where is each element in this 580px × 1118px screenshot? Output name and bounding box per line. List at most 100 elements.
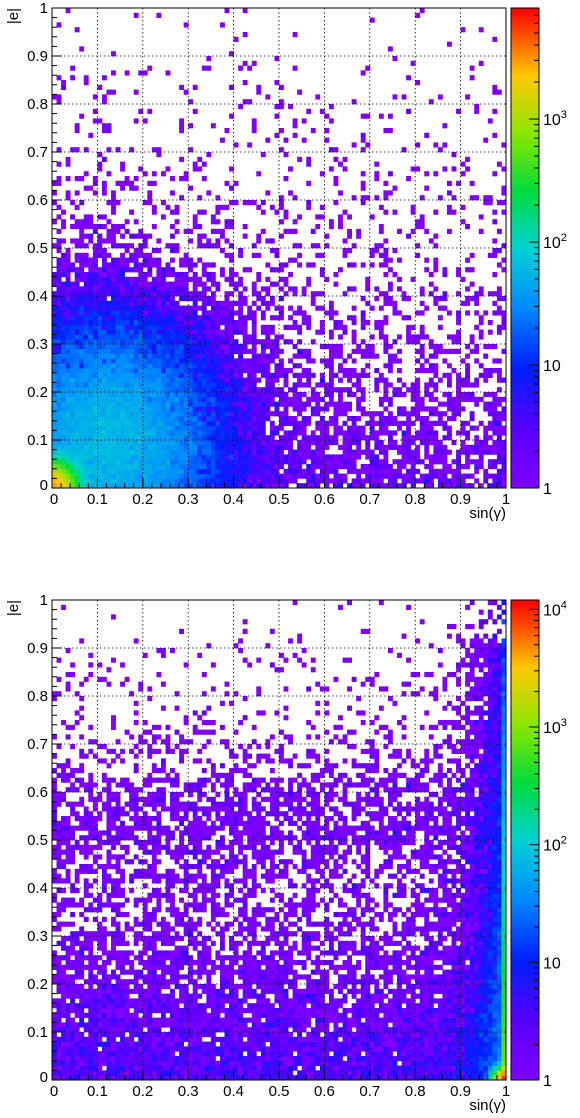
- heatmap-cell: [410, 454, 416, 460]
- heatmap-cell: [465, 310, 471, 316]
- heatmap-cell: [129, 1060, 135, 1066]
- heatmap-cell: [437, 440, 443, 446]
- heatmap-cell: [319, 1075, 325, 1081]
- heatmap-cell: [97, 468, 103, 474]
- heatmap-cell: [415, 396, 421, 402]
- heatmap-cell: [419, 224, 425, 230]
- heatmap-cell: [165, 435, 171, 441]
- heatmap-cell: [133, 444, 139, 450]
- heatmap-cell: [347, 286, 352, 292]
- heatmap-cell: [115, 1070, 121, 1076]
- heatmap-cell: [446, 468, 452, 474]
- heatmap-cell: [492, 392, 498, 398]
- heatmap-cell: [97, 339, 103, 345]
- heatmap-cell: [101, 411, 107, 417]
- heatmap-cell: [120, 363, 125, 369]
- heatmap-cell: [201, 377, 207, 383]
- heatmap-cell: [279, 425, 284, 431]
- heatmap-cell: [456, 483, 461, 489]
- heatmap-cell: [197, 344, 203, 350]
- heatmap-cell: [242, 406, 248, 412]
- heatmap-cell: [165, 267, 171, 273]
- heatmap-cell: [201, 324, 207, 330]
- heatmap-cell: [292, 382, 298, 388]
- heatmap-cell: [251, 281, 257, 287]
- heatmap-cell: [397, 276, 402, 282]
- heatmap-cell: [492, 406, 498, 412]
- heatmap-cell: [301, 444, 307, 450]
- heatmap-cell: [406, 329, 412, 335]
- heatmap-cell: [160, 353, 166, 359]
- heatmap-cell: [306, 1056, 312, 1062]
- heatmap-cell: [378, 420, 384, 426]
- heatmap-cell: [351, 339, 357, 345]
- heatmap-cell: [160, 200, 166, 206]
- heatmap-cell: [138, 334, 144, 340]
- heatmap-cell: [301, 1056, 307, 1062]
- heatmap-cell: [410, 483, 416, 489]
- heatmap-cell: [165, 339, 171, 345]
- heatmap-cell: [496, 228, 502, 234]
- heatmap-cell: [188, 483, 194, 489]
- heatmap-cell: [129, 468, 135, 474]
- heatmap-cell: [101, 224, 107, 230]
- heatmap-cell: [106, 449, 112, 455]
- heatmap-cell: [115, 449, 121, 455]
- heatmap-cell: [188, 238, 194, 244]
- heatmap-cell: [70, 353, 76, 359]
- heatmap-cell: [451, 1056, 457, 1062]
- heatmap-cell: [160, 363, 166, 369]
- heatmap-cell: [192, 401, 198, 407]
- heatmap-cell: [179, 473, 185, 479]
- heatmap-cell: [233, 1075, 239, 1081]
- heatmap-cell: [378, 1075, 384, 1081]
- heatmap-cell: [197, 411, 203, 417]
- heatmap-cell: [56, 363, 62, 369]
- heatmap-cell: [269, 483, 275, 489]
- heatmap-cell: [192, 396, 198, 402]
- heatmap-cell: [188, 310, 194, 316]
- heatmap-cell: [383, 392, 389, 398]
- heatmap-cell: [342, 209, 348, 215]
- colorbar-segment: [511, 24, 539, 29]
- heatmap-cell: [142, 243, 148, 249]
- heatmap-cell: [260, 1046, 266, 1052]
- heatmap-cell: [111, 324, 116, 330]
- heatmap-cell: [120, 416, 125, 422]
- heatmap-cell: [369, 334, 375, 340]
- heatmap-cell: [501, 459, 507, 465]
- heatmap-cell: [83, 296, 89, 302]
- heatmap-cell: [328, 368, 334, 374]
- heatmap-cell: [183, 478, 189, 484]
- heatmap-cell: [79, 406, 85, 412]
- heatmap-cell: [451, 166, 457, 172]
- heatmap-cell: [428, 344, 434, 350]
- heatmap-cell: [156, 1075, 162, 1081]
- heatmap-cell: [224, 219, 230, 225]
- heatmap-cell: [328, 1075, 334, 1081]
- heatmap-cell: [192, 368, 198, 374]
- heatmap-cell: [133, 440, 139, 446]
- heatmap-cell: [419, 1051, 425, 1057]
- heatmap-cell: [138, 300, 144, 306]
- heatmap-cell: [165, 353, 171, 359]
- heatmap-cell: [174, 334, 180, 340]
- heatmap-cell: [170, 382, 175, 388]
- heatmap-cell: [142, 406, 148, 412]
- heatmap-cell: [229, 166, 234, 172]
- colorbar-segment: [511, 236, 539, 241]
- heatmap-cell: [174, 305, 180, 311]
- heatmap-cell: [433, 171, 439, 177]
- heatmap-cell: [124, 1060, 130, 1066]
- heatmap-cell: [142, 329, 148, 335]
- heatmap-cell: [501, 464, 507, 470]
- heatmap-cell: [437, 377, 443, 383]
- heatmap-cell: [283, 1046, 289, 1052]
- heatmap-cell: [483, 200, 489, 206]
- heatmap-cell: [165, 329, 171, 335]
- heatmap-cell: [265, 1051, 271, 1057]
- heatmap-cell: [115, 435, 121, 441]
- heatmap-cell: [56, 1060, 62, 1066]
- heatmap-cell: [492, 272, 498, 278]
- heatmap-cell: [56, 454, 62, 460]
